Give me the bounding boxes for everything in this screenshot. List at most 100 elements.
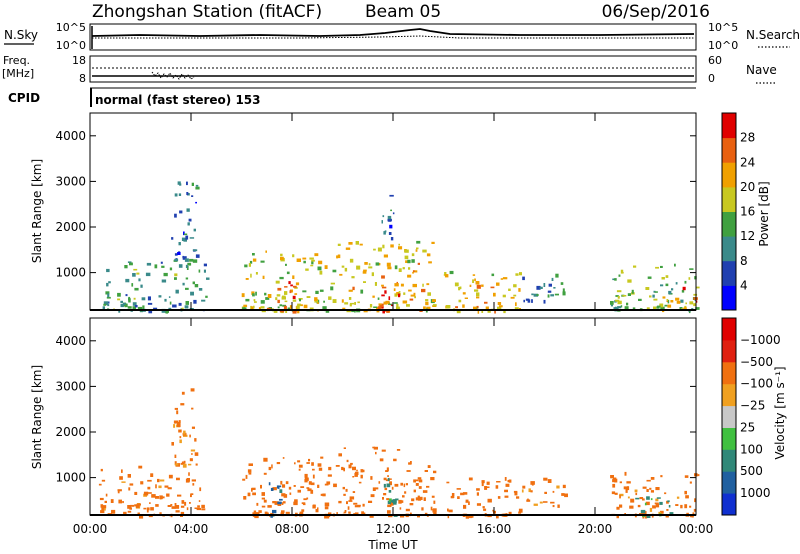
echo-region xyxy=(241,250,339,314)
echo-cell xyxy=(510,296,515,299)
echo-cell xyxy=(390,244,394,248)
echo-cell xyxy=(630,498,635,503)
echo-cell xyxy=(243,496,247,500)
echo-cell xyxy=(649,507,653,512)
echo-cell xyxy=(692,512,695,515)
echo-cell xyxy=(504,477,507,481)
echo-cell xyxy=(381,294,385,297)
echo-cell xyxy=(562,288,565,292)
time-tick-label: 08:00 xyxy=(275,522,310,536)
echo-cell xyxy=(493,292,496,297)
echo-cell xyxy=(384,290,387,294)
echo-cell xyxy=(410,294,415,297)
echo-cell xyxy=(667,299,670,304)
echo-cell xyxy=(337,243,341,246)
echo-cell xyxy=(192,281,195,285)
echo-cell xyxy=(298,464,303,468)
echo-cell xyxy=(268,482,271,486)
echo-cell xyxy=(412,270,418,273)
echo-cell xyxy=(292,299,297,302)
echo-cell xyxy=(303,260,306,264)
velocity-panel: 1000 2000 3000 4000 Slant Range [km] 1000 50… xyxy=(30,317,787,519)
echo-cell xyxy=(388,490,392,493)
colorbar-segment xyxy=(722,361,736,385)
echo-cell xyxy=(324,483,329,486)
echo-cell xyxy=(450,495,454,499)
echo-cell xyxy=(389,501,394,506)
echo-cell xyxy=(102,306,105,310)
echo-cell xyxy=(348,242,353,245)
echo-cell xyxy=(477,310,480,314)
echo-cell xyxy=(616,506,620,510)
echo-cell xyxy=(389,478,392,480)
echo-cell xyxy=(496,481,501,483)
echo-cell xyxy=(308,458,311,462)
echo-cell xyxy=(433,511,437,515)
echo-cell xyxy=(141,297,146,301)
echo-cell xyxy=(508,479,512,483)
echo-cell xyxy=(375,487,379,490)
echo-cell xyxy=(272,487,277,491)
echo-cell xyxy=(170,504,173,506)
echo-cell xyxy=(336,255,339,259)
echo-cell xyxy=(174,273,178,277)
echo-cell xyxy=(346,501,348,505)
nsky-label: N.Sky xyxy=(4,28,38,42)
echo-cell xyxy=(684,504,688,509)
echo-cell xyxy=(468,477,473,481)
echo-cell xyxy=(279,489,283,493)
echo-cell xyxy=(311,261,314,265)
echo-cell xyxy=(610,475,614,479)
nave-tick-high: 60 xyxy=(708,54,722,67)
echo-cell xyxy=(398,243,400,246)
echo-cell xyxy=(201,504,205,508)
echo-cell xyxy=(505,483,510,487)
echo-cell xyxy=(402,495,405,498)
echo-cell xyxy=(627,279,632,283)
echo-cell xyxy=(379,305,383,309)
echo-cell xyxy=(349,303,352,307)
echo-cell xyxy=(614,278,617,281)
echo-cell xyxy=(654,291,658,293)
echo-cell xyxy=(274,501,279,505)
echo-cell xyxy=(645,514,648,519)
echo-cell xyxy=(553,287,556,289)
echo-cell xyxy=(306,487,310,489)
echo-cell xyxy=(674,263,676,267)
echo-cell xyxy=(392,212,395,215)
echo-cell xyxy=(684,490,687,495)
echo-cell xyxy=(161,496,165,499)
echo-cell xyxy=(385,300,390,304)
echo-cell xyxy=(665,283,669,287)
power-plot-frame xyxy=(89,112,697,311)
echo-cell xyxy=(344,302,349,305)
echo-cell xyxy=(681,290,685,293)
echo-cell xyxy=(107,304,110,307)
echo-cell xyxy=(137,512,140,514)
echo-cell xyxy=(476,488,480,491)
echo-cell xyxy=(610,304,613,307)
echo-cell xyxy=(449,270,454,275)
echo-cell xyxy=(412,271,414,274)
echo-cell xyxy=(304,473,308,478)
echo-cell xyxy=(186,208,190,212)
echo-cell xyxy=(361,511,364,515)
echo-cell xyxy=(155,504,159,507)
echo-cell xyxy=(383,483,386,488)
echo-cell xyxy=(516,496,520,499)
echo-cell xyxy=(465,501,469,503)
echo-cell xyxy=(149,502,151,504)
echo-cell xyxy=(194,452,199,456)
echo-cell xyxy=(694,498,697,503)
echo-cell xyxy=(127,505,131,509)
echo-cell xyxy=(122,302,127,305)
echo-cell xyxy=(308,481,312,485)
echo-cell xyxy=(352,466,356,471)
echo-cell xyxy=(492,509,495,512)
echo-cell xyxy=(376,306,379,310)
colorbar-tick-label: 28 xyxy=(740,131,755,145)
echo-cell xyxy=(193,228,196,232)
echo-cell xyxy=(171,237,174,240)
echo-region xyxy=(171,181,200,262)
echo-cell xyxy=(622,295,627,297)
